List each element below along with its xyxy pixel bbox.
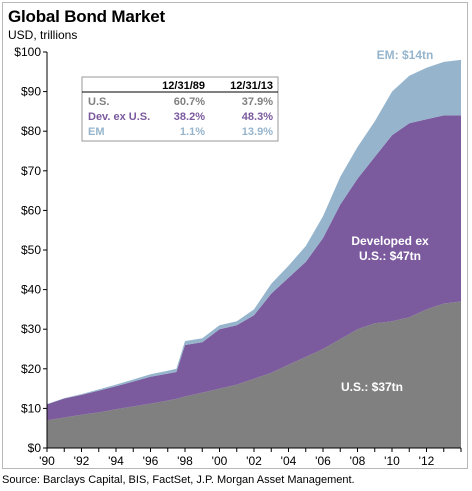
chart-frame bbox=[2, 2, 468, 469]
y-tick-label: $40 bbox=[21, 283, 41, 297]
x-tick-label: '10 bbox=[384, 454, 400, 468]
y-tick-label: $30 bbox=[21, 322, 41, 336]
area-dev-ex-us bbox=[47, 115, 461, 421]
chart-subtitle: USD, trillions bbox=[8, 28, 78, 42]
y-tick-label: $10 bbox=[21, 401, 41, 415]
area-em bbox=[47, 59, 461, 405]
source-note: Source: Barclays Capital, BIS, FactSet, … bbox=[2, 474, 355, 486]
table-row-us-2013: 37.9% bbox=[242, 96, 273, 108]
table-col-1989: 12/31/89 bbox=[162, 80, 205, 92]
y-tick-label: $60 bbox=[21, 203, 41, 217]
x-tick-label: '92 bbox=[74, 454, 90, 468]
y-tick-label: $80 bbox=[21, 124, 41, 138]
y-tick-label: $20 bbox=[21, 362, 41, 376]
x-tick-label: '00 bbox=[212, 454, 228, 468]
y-tick-label: $50 bbox=[21, 243, 41, 257]
table-row-em-label: EM bbox=[88, 126, 105, 138]
axes: $0 $10 $20 $30 $40 $50 $60 $70 $80 $90 $100 '90 '92 '… bbox=[14, 45, 462, 468]
x-tick-label: '96 bbox=[143, 454, 159, 468]
table-row-us-label: U.S. bbox=[88, 96, 109, 108]
x-tick-label: '04 bbox=[281, 454, 297, 468]
x-tick-label: '90 bbox=[39, 454, 55, 468]
table-col-2013: 12/31/13 bbox=[230, 80, 273, 92]
x-tick-label: '06 bbox=[315, 454, 331, 468]
area-us bbox=[47, 301, 461, 448]
x-tick-label: '12 bbox=[419, 454, 435, 468]
y-tick-label: $90 bbox=[21, 85, 41, 99]
table-row-em-2013: 13.9% bbox=[242, 126, 273, 138]
x-tick-label: '94 bbox=[108, 454, 124, 468]
table-row-dev-2013: 48.3% bbox=[242, 111, 273, 123]
x-tick-label: '98 bbox=[177, 454, 193, 468]
dev-area-label-line1: Developed ex bbox=[351, 234, 429, 248]
table-row-us-1989: 60.7% bbox=[174, 96, 205, 108]
y-tick-label: $0 bbox=[28, 441, 42, 455]
share-table: 12/31/89 12/31/13 U.S. 60.7% 37.9% Dev. … bbox=[81, 76, 279, 142]
stacked-areas bbox=[47, 59, 461, 448]
us-area-label: U.S.: $37tn bbox=[341, 380, 403, 394]
table-row-dev-label: Dev. ex U.S. bbox=[88, 111, 150, 123]
dev-area-label-line2: U.S.: $47tn bbox=[359, 249, 421, 263]
chart-title: Global Bond Market bbox=[8, 7, 165, 26]
table-row-dev-1989: 38.2% bbox=[174, 111, 205, 123]
em-area-label: EM: $14tn bbox=[377, 48, 434, 62]
x-tick-label: '02 bbox=[246, 454, 262, 468]
y-tick-label: $70 bbox=[21, 164, 41, 178]
y-tick-label: $100 bbox=[14, 45, 41, 59]
x-tick-label: '08 bbox=[350, 454, 366, 468]
table-box bbox=[81, 76, 279, 142]
table-row-em-1989: 1.1% bbox=[180, 126, 205, 138]
